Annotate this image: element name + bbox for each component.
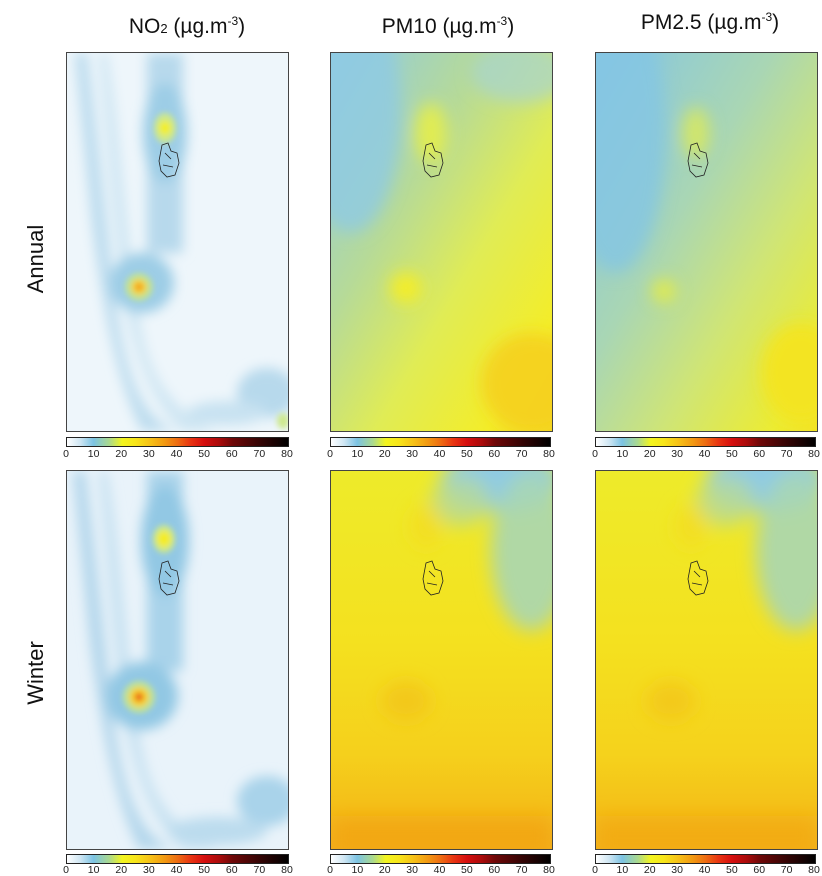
col-title-no2: NO2 (µg.m-3)	[128, 14, 246, 38]
colorbar-ticks-no2-annual: 0 10 20 30 40 50 60 70 80	[63, 448, 293, 460]
city-boundary-outline	[687, 142, 709, 178]
map-pm10-winter-field	[331, 471, 552, 849]
row-label-winter: Winter	[23, 641, 48, 705]
colorbar-pm25-annual	[595, 437, 816, 447]
colorbar-ticks-pm10-annual: 0 10 20 30 40 50 60 70 80	[327, 448, 555, 460]
map-pm25-winter	[595, 470, 818, 850]
map-no2-winter-field	[67, 471, 288, 849]
map-no2-annual-field	[67, 53, 288, 431]
city-boundary-outline	[687, 560, 709, 596]
map-no2-annual	[66, 52, 289, 432]
city-boundary-outline	[422, 142, 444, 178]
map-pm10-annual-field	[331, 53, 552, 431]
city-boundary-outline	[422, 560, 444, 596]
col-title-pm25: PM2.5 (µg.m-3)	[640, 10, 780, 34]
map-pm25-annual-field	[596, 53, 817, 431]
map-no2-winter	[66, 470, 289, 850]
colorbar-ticks-pm25-annual: 0 10 20 30 40 50 60 70 80	[592, 448, 820, 460]
colorbar-ticks-no2-winter: 0 10 20 30 40 50 60 70 80	[63, 864, 293, 876]
city-boundary-outline	[158, 142, 180, 178]
colorbar-pm10-annual	[330, 437, 551, 447]
colorbar-ticks-pm25-winter: 0 10 20 30 40 50 60 70 80	[592, 864, 820, 876]
map-pm10-winter	[330, 470, 553, 850]
map-pm25-annual	[595, 52, 818, 432]
colorbar-no2-winter	[66, 854, 289, 864]
colorbar-ticks-pm10-winter: 0 10 20 30 40 50 60 70 80	[327, 864, 555, 876]
map-pm25-winter-field	[596, 471, 817, 849]
city-boundary-outline	[158, 560, 180, 596]
colorbar-pm25-winter	[595, 854, 816, 864]
colorbar-pm10-winter	[330, 854, 551, 864]
row-label-annual: Annual	[23, 224, 48, 294]
col-title-pm10: PM10 (µg.m-3)	[381, 14, 515, 38]
colorbar-no2-annual	[66, 437, 289, 447]
map-pm10-annual	[330, 52, 553, 432]
